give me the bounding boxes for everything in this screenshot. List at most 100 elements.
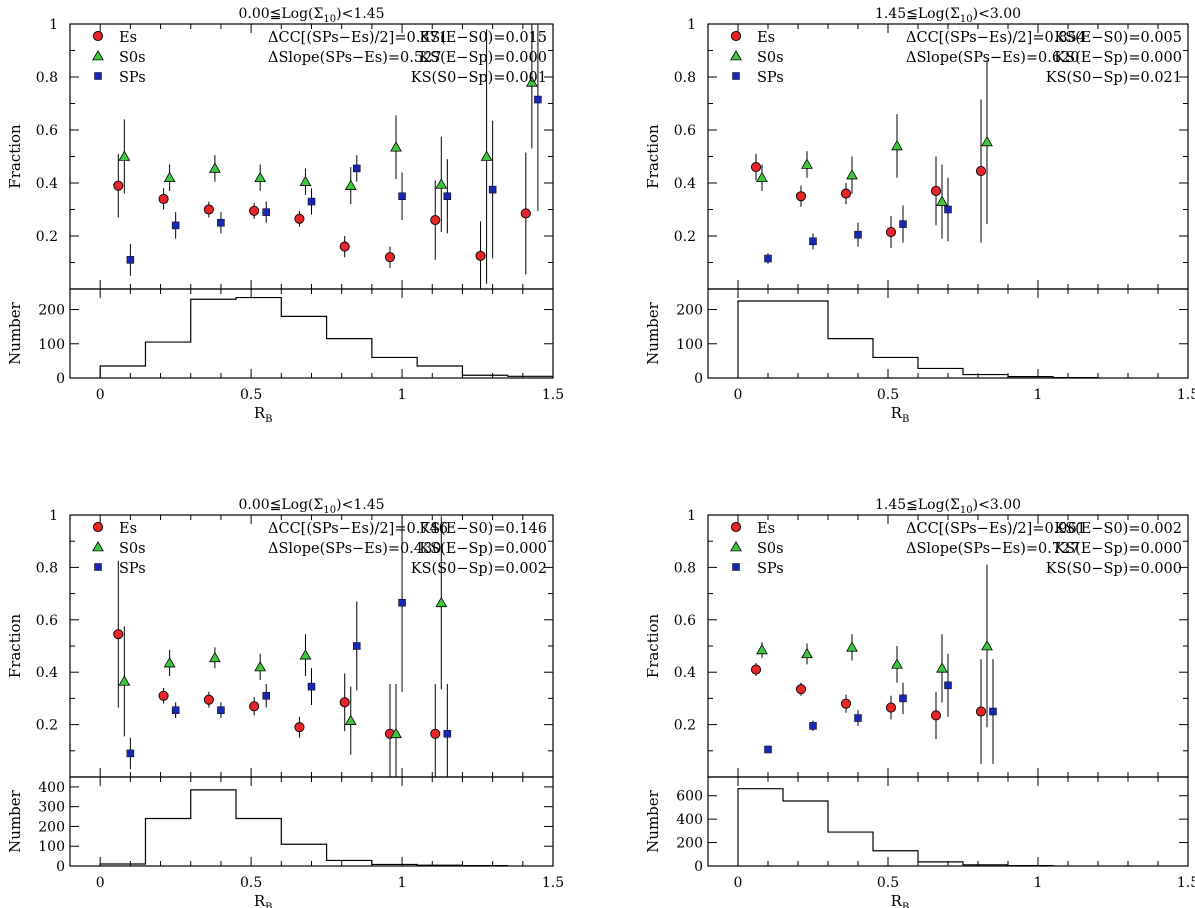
- hist-y-tick-label: 300: [38, 800, 65, 816]
- hist-y-tick-label: 200: [676, 836, 703, 852]
- point-sps: [989, 707, 997, 716]
- panel-title: 0.00≦Log(Σ10)<1.45: [238, 6, 384, 25]
- point-s0s: [118, 150, 131, 161]
- legend-marker-sps: [94, 563, 102, 571]
- hist-y-tick-label: 0: [56, 371, 65, 387]
- point-s0s: [801, 647, 813, 659]
- point-s0s: [344, 179, 357, 190]
- hist-y-tick-label: 0: [694, 371, 703, 387]
- legend-label-s0s: S0s: [119, 541, 146, 557]
- point-sps: [126, 256, 135, 264]
- point-sps: [764, 745, 772, 754]
- point-es: [975, 706, 987, 717]
- point-es: [203, 694, 214, 705]
- hist-y-axis-label: Number: [644, 789, 662, 852]
- y-tick-label: 0.4: [674, 176, 696, 192]
- panel-title-main: 1.45≦Log(Σ: [875, 6, 960, 22]
- point-sps: [809, 722, 817, 730]
- point-s0s: [981, 135, 993, 147]
- x-tick-label: 0.5: [877, 875, 899, 891]
- point-s0s: [209, 651, 221, 663]
- point-s0s: [801, 158, 813, 169]
- stat-ks-e-sp: KS(E−Sp)=0.000: [419, 541, 547, 557]
- point-s0s: [756, 171, 768, 183]
- point-s0s: [480, 150, 493, 161]
- point-sps: [217, 219, 225, 227]
- y-tick-label: 0.4: [36, 665, 58, 681]
- panel-title-tail: )<1.45: [336, 497, 384, 513]
- y-tick-label: 0.4: [674, 665, 696, 681]
- y-tick-label: 0.6: [674, 613, 696, 629]
- point-es: [840, 698, 852, 709]
- histogram-step: [737, 788, 1054, 867]
- panel-title-main: 0.00≦Log(Σ: [238, 6, 323, 22]
- hist-y-tick-label: 200: [38, 819, 65, 835]
- hist-y-tick-label: 0: [56, 859, 65, 875]
- legend-label-es: Es: [119, 521, 137, 537]
- point-sps: [534, 95, 542, 104]
- y-tick-label: 0.4: [36, 176, 58, 192]
- point-es: [339, 241, 350, 252]
- histogram-frame: [707, 776, 1189, 867]
- point-es: [475, 250, 486, 261]
- point-sps: [443, 730, 452, 738]
- stat-ks-e-s0: KS(E−S0)=0.015: [419, 30, 547, 46]
- x-tick-label: 0.5: [877, 387, 899, 403]
- point-sps: [353, 642, 361, 650]
- stat-ks-s0-sp: KS(S0−Sp)=0.002: [411, 561, 547, 577]
- x-axis-label-main: R: [891, 892, 903, 908]
- point-sps: [854, 714, 862, 722]
- histogram-step: [99, 789, 509, 867]
- scatter-points: [750, 564, 997, 764]
- x-tick-label: 1.5: [542, 875, 564, 891]
- point-sps: [398, 192, 406, 200]
- panel-title-subscript: 10: [323, 505, 336, 516]
- hist-y-tick-label: 100: [38, 839, 65, 855]
- point-sps: [809, 237, 817, 246]
- y-tick-label: 0.6: [36, 123, 58, 139]
- hist-y-tick-label: 600: [676, 789, 703, 805]
- stat-ks-e-s0: KS(E−S0)=0.005: [1054, 30, 1182, 46]
- y-axis-label: Fraction: [644, 124, 662, 189]
- point-sps: [944, 681, 952, 690]
- y-tick-label: 0.2: [36, 229, 58, 245]
- legend-label-sps: SPs: [119, 561, 146, 577]
- y-axis-label: Fraction: [6, 124, 24, 189]
- point-sps: [353, 164, 361, 173]
- point-s0s: [163, 657, 176, 668]
- point-s0s: [435, 178, 448, 189]
- y-tick-label: 0.8: [674, 70, 696, 86]
- legend-marker-es: [730, 30, 742, 42]
- hist-y-tick-label: 400: [676, 812, 703, 828]
- x-axis-label-subscript: B: [902, 414, 909, 425]
- x-tick-label: 1: [398, 875, 407, 891]
- point-es: [885, 702, 897, 713]
- hist-y-axis-label: Number: [644, 301, 662, 364]
- point-es: [249, 205, 260, 216]
- hist-y-tick-label: 200: [38, 303, 65, 319]
- stat-delta-cc: ΔCC[(SPs−Es)/2]=0.854: [906, 30, 1086, 46]
- legend-label-s0s: S0s: [757, 541, 784, 557]
- stat-delta-cc: ΔCC[(SPs−Es)/2]=0.871: [268, 30, 448, 46]
- stat-delta-cc: ΔCC[(SPs−Es)/2]=0.746: [268, 521, 448, 537]
- x-axis-label-main: R: [891, 404, 903, 422]
- point-es: [339, 697, 350, 708]
- y-tick-label: 0.8: [36, 560, 58, 576]
- point-sps: [944, 205, 952, 214]
- point-s0s: [254, 660, 267, 672]
- legend-label-sps: SPs: [757, 561, 784, 577]
- point-s0s: [254, 171, 267, 183]
- y-tick-label: 1: [687, 508, 696, 524]
- stat-ks-s0-sp: KS(S0−Sp)=0.021: [1046, 70, 1182, 86]
- point-sps: [307, 682, 316, 691]
- point-es: [203, 204, 214, 215]
- panel-title: 0.00≦Log(Σ10)<1.45: [238, 497, 384, 516]
- x-tick-label: 0: [734, 875, 743, 891]
- stat-delta-slope: ΔSlope(SPs−Es)=0.430: [268, 541, 442, 557]
- y-tick-label: 1: [49, 508, 58, 524]
- legend-label-es: Es: [757, 521, 775, 537]
- point-s0s: [756, 643, 768, 655]
- point-s0s: [891, 658, 903, 669]
- panel-2: 1.45≦Log(Σ10)<3.000.20.40.60.810 0.5 1 1.50…: [644, 6, 1195, 425]
- panel-title-tail: )<1.45: [336, 6, 384, 22]
